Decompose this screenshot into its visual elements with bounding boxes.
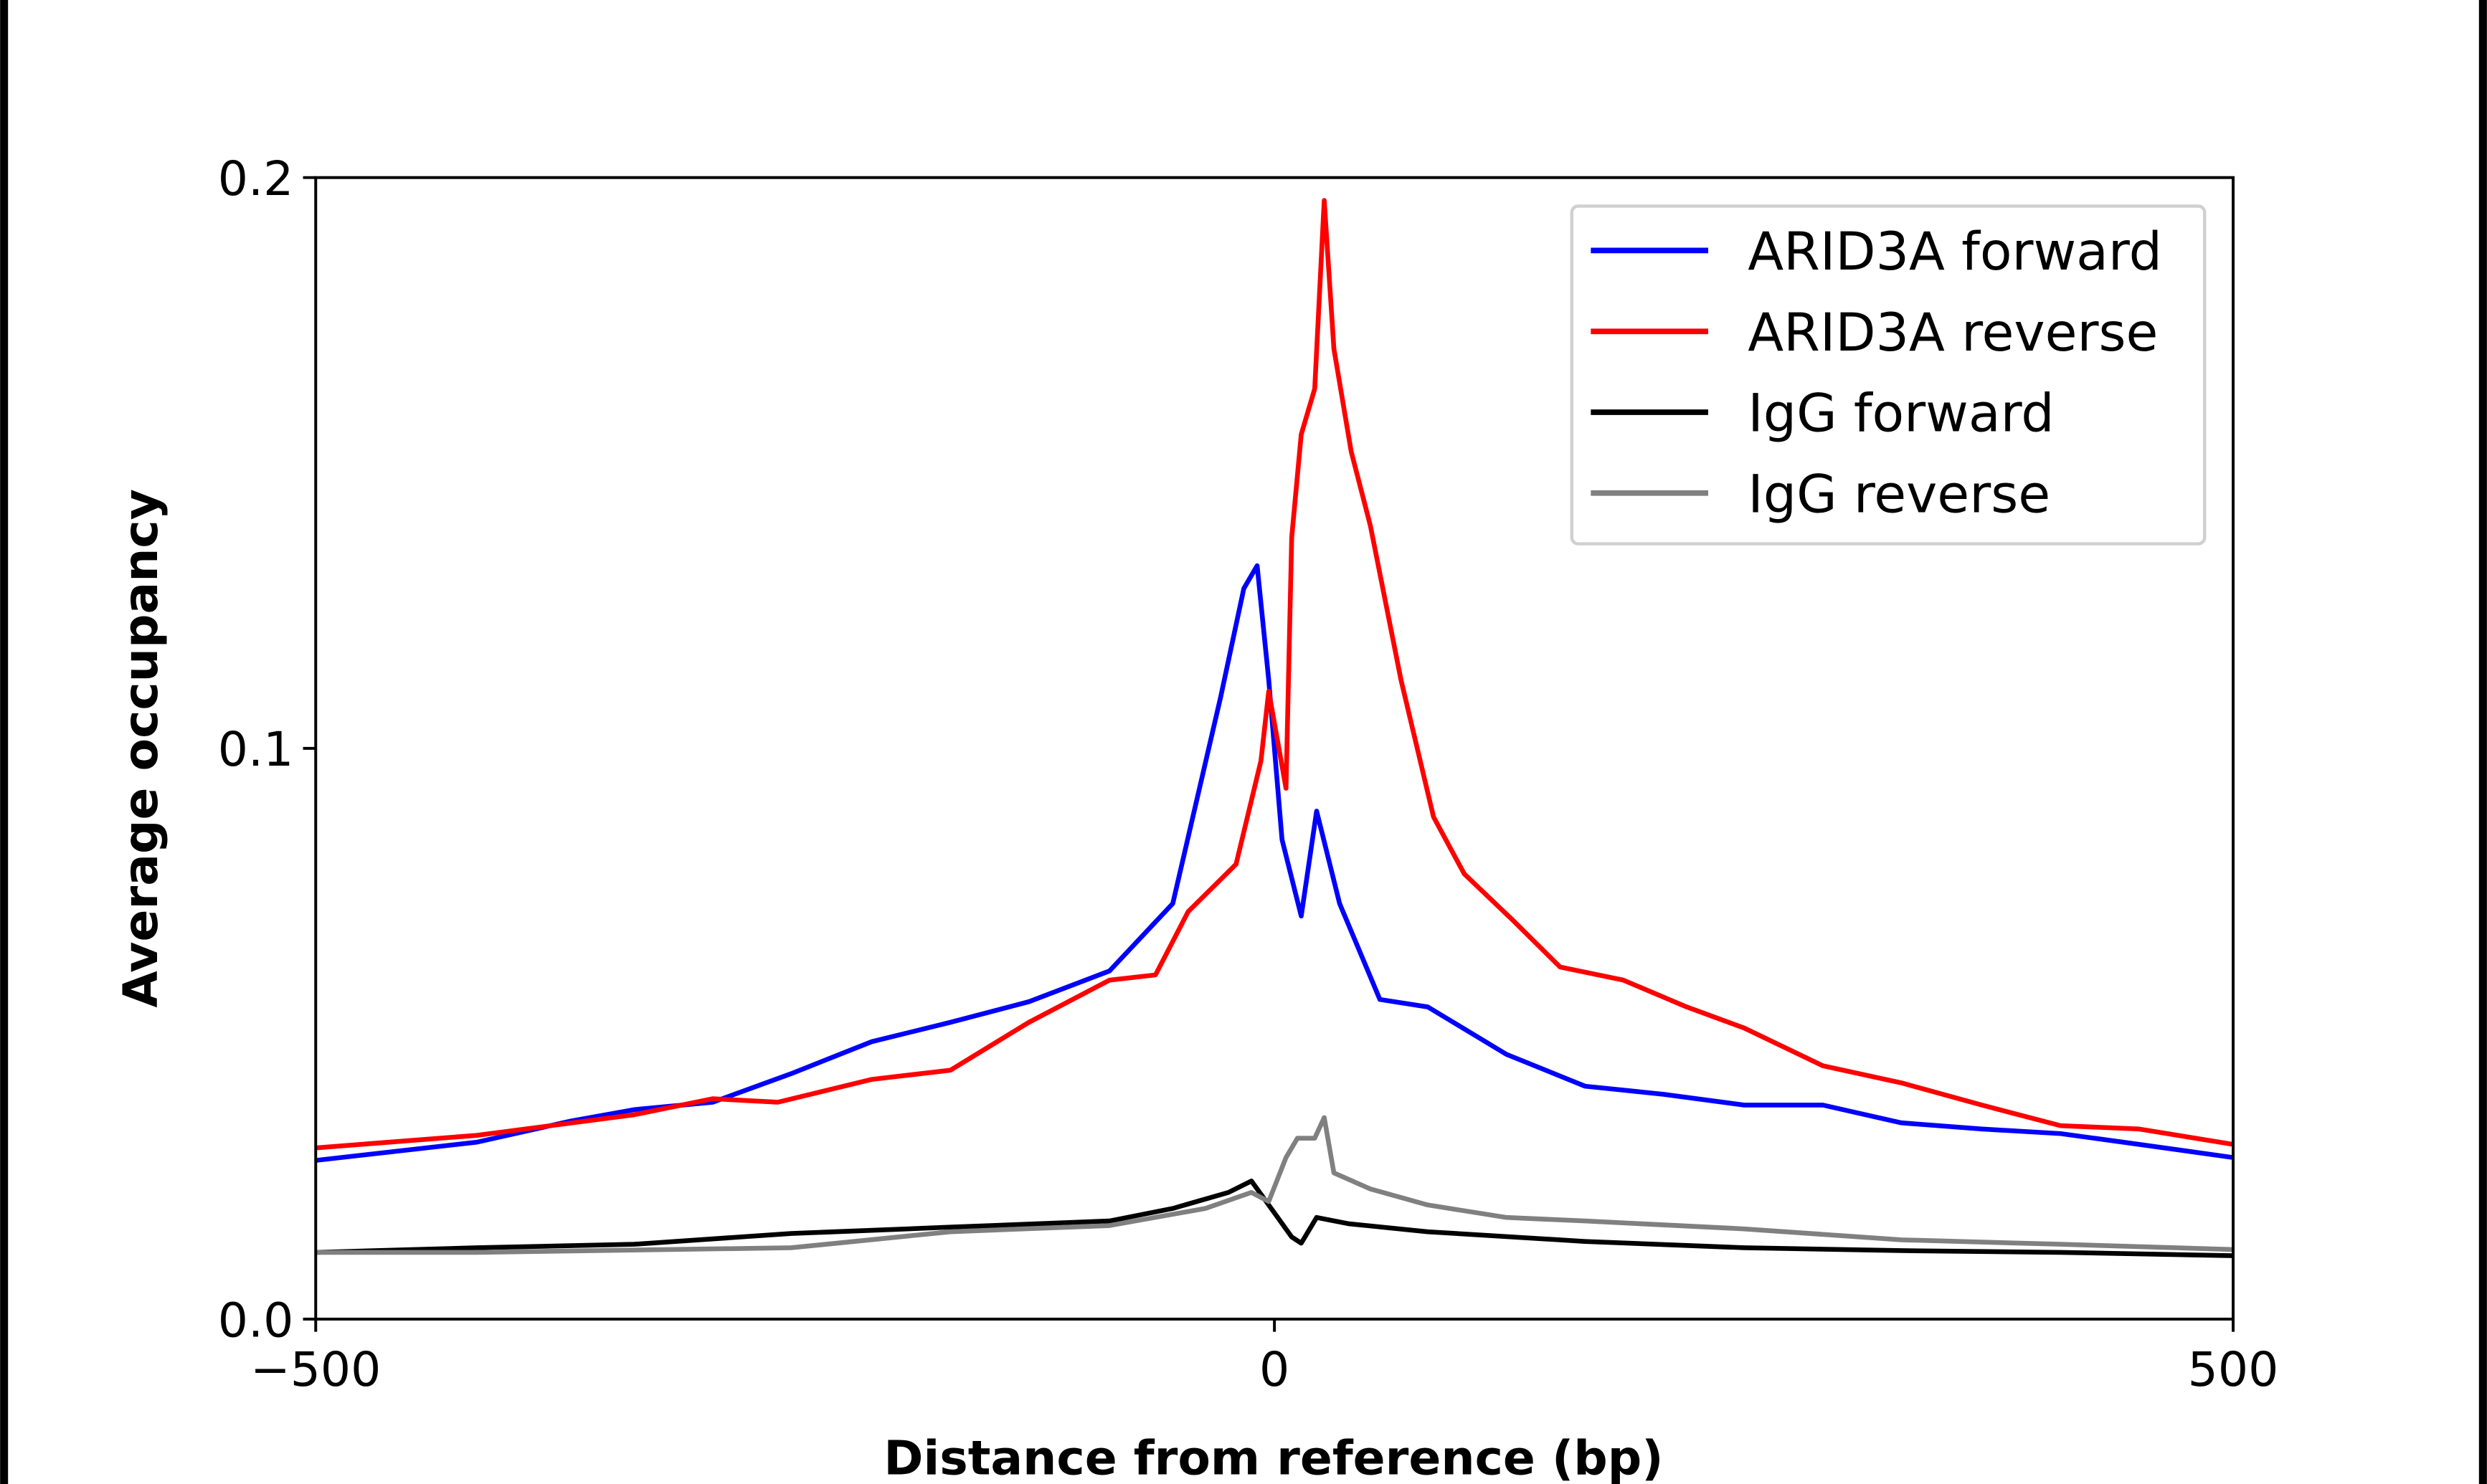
left-border: [0, 0, 9, 1484]
x-tick-label: 0: [1259, 1341, 1289, 1397]
legend-label: ARID3A reverse: [1748, 303, 2158, 363]
series-line-igg-reverse: [316, 1115, 2234, 1255]
series-line-arid3a-reverse: [315, 198, 2234, 1151]
x-tick-label: −500: [250, 1341, 381, 1397]
legend-label: IgG forward: [1748, 384, 2054, 444]
legend-label: IgG reverse: [1748, 464, 2050, 525]
right-border: [2478, 0, 2487, 1484]
y-axis-label: Average occupancy: [113, 489, 169, 1008]
series-line-arid3a-forward: [315, 563, 2234, 1163]
ticks: −500 0 500 0.0 0.1 0.2: [218, 151, 2279, 1397]
y-tick-label: 0.1: [218, 721, 293, 777]
x-axis-label: Distance from reference (bp): [884, 1430, 1663, 1484]
series-layer: [315, 198, 2234, 1258]
legend: ARID3A forward ARID3A reverse IgG forward I…: [1570, 204, 2207, 546]
x-tick-label: 500: [2188, 1341, 2279, 1397]
legend-label: ARID3A forward: [1748, 222, 2162, 282]
legend-box: [1570, 204, 2207, 546]
y-tick-label: 0.2: [218, 151, 293, 206]
y-tick-label: 0.0: [218, 1292, 293, 1348]
series-line-igg-forward: [316, 1179, 2234, 1258]
